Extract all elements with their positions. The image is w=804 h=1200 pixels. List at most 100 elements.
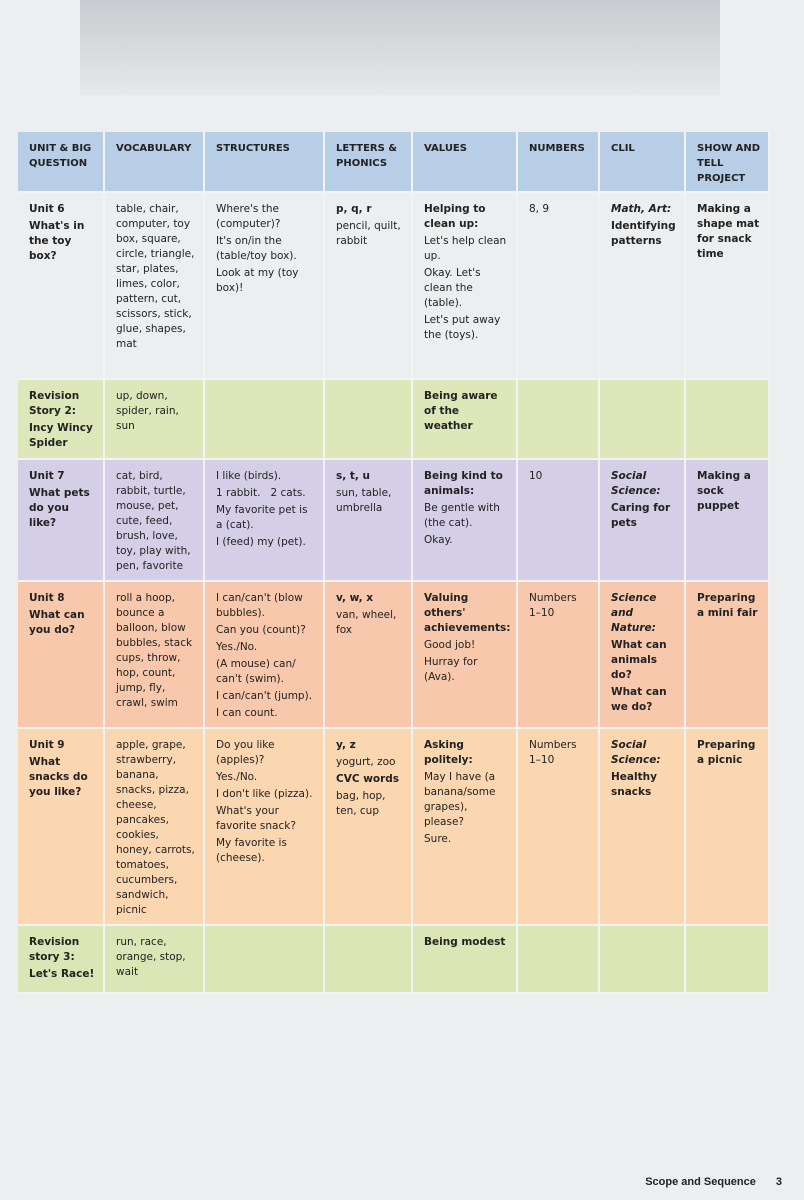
cell-text: 1 rabbit. 2 cats.: [216, 487, 306, 499]
cell-text: What pets do you like?: [29, 487, 94, 529]
cell-text: I don't like (pizza).: [216, 788, 313, 800]
cell-text: What's in the toy box?: [29, 220, 89, 262]
cell-text: What snacks do you like?: [29, 756, 92, 798]
cell-text: Social Science:: [611, 470, 661, 497]
cell-text: Look at my (toy box)!: [216, 267, 302, 294]
header-cell: SHOW AND TELL PROJECT: [686, 132, 770, 193]
cell-text: May I have (a banana/some grapes), pleas…: [424, 771, 499, 828]
cell-text: I can count.: [216, 707, 278, 719]
cell-text: Making a sock puppet: [697, 470, 755, 512]
table-cell: I can/can't (blow bubbles). Can you (coun…: [205, 582, 325, 729]
cell-text: roll a hoop, bounce a balloon, blow bubb…: [116, 592, 196, 709]
cell-text: My favorite pet is a (cat).: [216, 504, 311, 531]
table-row: Revision Story 2: Incy Wincy Spider up, do…: [18, 380, 770, 460]
table-cell: y, z yogurt, zoo CVC words bag, hop, ten, c…: [325, 729, 413, 926]
cell-text: Good job!: [424, 639, 476, 651]
cell-text: Sure.: [424, 833, 452, 845]
cell-text: Hurray for (Ava).: [424, 656, 481, 683]
cell-text: Okay.: [424, 534, 453, 546]
table-cell: Being modest: [413, 926, 518, 994]
table-cell: [518, 380, 600, 460]
cell-text: Caring for pets: [611, 502, 674, 529]
table-cell: Preparing a picnic: [686, 729, 770, 926]
table-cell: Unit 6 What's in the toy box?: [18, 193, 105, 380]
cell-text: My favorite is (cheese).: [216, 837, 291, 864]
cell-text: pencil, quilt, rabbit: [336, 220, 405, 247]
cell-text: What can you do?: [29, 609, 89, 636]
cell-text: v, w, x: [336, 592, 374, 604]
cell-text: apple, grape, strawberry, banana, snacks…: [116, 739, 199, 916]
table-cell: Unit 8 What can you do?: [18, 582, 105, 729]
cell-text: Helping to clean up:: [424, 203, 490, 230]
table-cell: [325, 380, 413, 460]
table-cell: [686, 926, 770, 994]
table-cell: p, q, r pencil, quilt, rabbit: [325, 193, 413, 380]
cell-text: Where's the (computer)?: [216, 203, 283, 230]
table-row: Unit 8 What can you do? roll a hoop, bounc…: [18, 582, 770, 729]
table-cell: [600, 380, 686, 460]
header-cell: CLIL: [600, 132, 686, 193]
cell-text: (A mouse) can/ can't (swim).: [216, 658, 300, 685]
cell-text: Revision Story 2:: [29, 390, 83, 417]
table-cell: Math, Art: Identifying patterns: [600, 193, 686, 380]
cell-text: Numbers 1–10: [529, 739, 580, 766]
table-cell: Social Science: Healthy snacks: [600, 729, 686, 926]
table-cell: Science and Nature: What can animals do? W…: [600, 582, 686, 729]
header-cell: LETTERS & PHONICS: [325, 132, 413, 193]
cell-text: Yes./No.: [216, 771, 258, 783]
cell-text: Let's Race!: [29, 968, 95, 980]
cell-text: van, wheel, fox: [336, 609, 400, 636]
cell-text: Unit 7: [29, 470, 65, 482]
table-cell: Revision Story 2: Incy Wincy Spider: [18, 380, 105, 460]
cell-text: It's on/in the (table/toy box).: [216, 235, 297, 262]
cell-text: Social Science:: [611, 739, 661, 766]
cell-text: p, q, r: [336, 203, 372, 215]
table-cell: Unit 9 What snacks do you like?: [18, 729, 105, 926]
scope-table: UNIT & BIG QUESTION VOCABULARY STRUCTURES L…: [18, 132, 770, 994]
cell-text: y, z: [336, 739, 356, 751]
cell-text: What can we do?: [611, 686, 671, 713]
header-cell: VALUES: [413, 132, 518, 193]
table-cell: Do you like (apples)? Yes./No. I don't lik…: [205, 729, 325, 926]
cell-text: Preparing a mini fair: [697, 592, 760, 619]
table-cell: Revision story 3: Let's Race!: [18, 926, 105, 994]
page-number: 3: [775, 1176, 782, 1188]
cell-text: CVC words: [336, 773, 400, 785]
cell-text: Unit 8: [29, 592, 65, 604]
header-cell: VOCABULARY: [105, 132, 205, 193]
cell-text: cat, bird, rabbit, turtle, mouse, pet, c…: [116, 470, 194, 572]
cell-text: Yes./No.: [216, 641, 258, 653]
table-cell: v, w, x van, wheel, fox: [325, 582, 413, 729]
table-cell: apple, grape, strawberry, banana, snacks…: [105, 729, 205, 926]
table-cell: run, race, orange, stop, wait: [105, 926, 205, 994]
show-through: [80, 0, 720, 95]
cell-text: Okay. Let's clean the (table).: [424, 267, 484, 309]
cell-text: s, t, u: [336, 470, 371, 482]
cell-text: Let's help clean up.: [424, 235, 510, 262]
table-cell: up, down, spider, rain, sun: [105, 380, 205, 460]
table-row: Revision story 3: Let's Race! run, race, o…: [18, 926, 770, 994]
cell-text: sun, table, umbrella: [336, 487, 395, 514]
cell-text: Making a shape mat for snack time: [697, 203, 763, 260]
table-cell: Valuing others' achievements: Good job! Hu…: [413, 582, 518, 729]
cell-text: I (feed) my (pet).: [216, 536, 306, 548]
table-row: Unit 6 What's in the toy box? table, chair…: [18, 193, 770, 380]
cell-text: Being kind to animals:: [424, 470, 507, 497]
table-row: Unit 7 What pets do you like? cat, bird, r…: [18, 460, 770, 582]
table-cell: Being aware of the weather: [413, 380, 518, 460]
cell-text: Valuing others' achievements:: [424, 592, 511, 634]
cell-text: What can animals do?: [611, 639, 671, 681]
header-cell: UNIT & BIG QUESTION: [18, 132, 105, 193]
cell-text: Be gentle with (the cat).: [424, 502, 504, 529]
table-cell: [205, 380, 325, 460]
table-cell: [205, 926, 325, 994]
header-row: UNIT & BIG QUESTION VOCABULARY STRUCTURES L…: [18, 132, 770, 193]
table-cell: Asking politely: May I have (a banana/som…: [413, 729, 518, 926]
table-row: Unit 9 What snacks do you like? apple, gra…: [18, 729, 770, 926]
table-cell: Where's the (computer)? It's on/in the (t…: [205, 193, 325, 380]
cell-text: I can/can't (blow bubbles).: [216, 592, 307, 619]
cell-text: Unit 9: [29, 739, 65, 751]
header-cell: NUMBERS: [518, 132, 600, 193]
cell-text: Revision story 3:: [29, 936, 83, 963]
